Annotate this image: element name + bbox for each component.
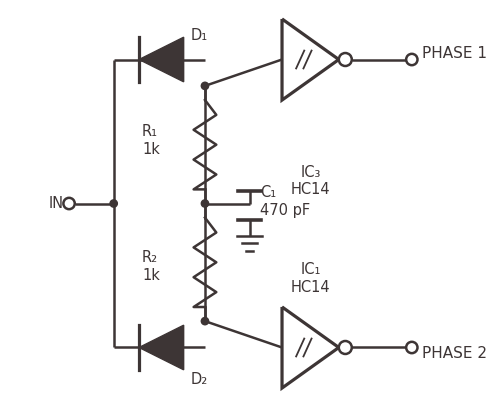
Circle shape — [406, 342, 418, 353]
Text: R₂
1k: R₂ 1k — [142, 250, 160, 282]
Circle shape — [110, 200, 117, 207]
Circle shape — [201, 317, 209, 325]
Text: PHASE 1: PHASE 1 — [422, 46, 487, 61]
Polygon shape — [139, 325, 184, 370]
Circle shape — [339, 53, 352, 66]
Polygon shape — [139, 37, 184, 82]
Circle shape — [201, 82, 209, 90]
Circle shape — [63, 198, 75, 209]
Text: D₁: D₁ — [190, 28, 208, 43]
Text: PHASE 2: PHASE 2 — [422, 346, 487, 361]
Text: IN: IN — [49, 196, 64, 211]
Text: IC₁
HC14: IC₁ HC14 — [290, 263, 330, 295]
Text: C₁
470 pF: C₁ 470 pF — [259, 185, 310, 218]
Circle shape — [339, 341, 352, 354]
Polygon shape — [282, 19, 339, 100]
Polygon shape — [282, 307, 339, 388]
Text: IC₃
HC14: IC₃ HC14 — [290, 165, 330, 197]
Text: D₂: D₂ — [190, 372, 208, 387]
Circle shape — [201, 200, 209, 207]
Text: R₁
1k: R₁ 1k — [142, 125, 160, 157]
Circle shape — [406, 54, 418, 65]
